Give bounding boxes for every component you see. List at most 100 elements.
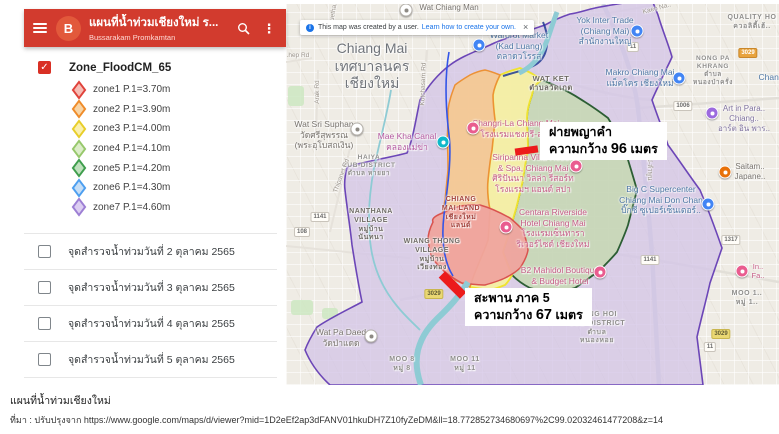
- zone-polygon-icon: [71, 197, 87, 218]
- road-1006: [639, 96, 779, 110]
- wat-pa-daed-pin-temple-icon[interactable]: [364, 329, 378, 343]
- map-label-moo-8: MOO 8 หมู่ 8: [389, 356, 415, 372]
- shangri-la-pin-hotel-icon[interactable]: [466, 121, 480, 135]
- road-thipanet: [329, 147, 351, 233]
- map-creator-banner: i This map was created by a user. Learn …: [300, 20, 535, 35]
- zone-legend-item-1[interactable]: zone1 P.1=3.70m: [24, 80, 277, 100]
- zone-legend-label: zone6 P.1=4.30m: [93, 182, 171, 194]
- zone-legend-label: zone1 P.1=3.70m: [93, 84, 171, 96]
- zone-legend-item-6[interactable]: zone6 P.1=4.30m: [24, 178, 277, 198]
- map-label-nanthana-village: NANTHANA VILLAGE หมู่บ้าน นันทนา: [349, 208, 393, 242]
- more-options-icon[interactable]: ⋮: [262, 20, 276, 36]
- menu-icon[interactable]: [33, 21, 47, 35]
- zone-legend-list: zone1 P.1=3.70m zone2 P.1=3.90m zone3 P.1=…: [24, 80, 277, 218]
- zone-legend-item-7[interactable]: zone7 P.1=4.60m: [24, 197, 277, 218]
- map-label-moo-1: MOO 1.. หมู่ 1..: [731, 290, 763, 306]
- map-label-big-c-supercenter: Big C Supercenter Chiang Mai Don Chan บิ๊ก…: [619, 184, 703, 216]
- bridge-annotation-line2: ความกว้าง 67 เมตร: [474, 307, 583, 323]
- map-label-suthep-rd: ..hep Rd: [286, 52, 310, 59]
- park-area: [291, 300, 313, 315]
- survey-layer-checkbox[interactable]: [38, 281, 51, 295]
- zone-legend-label: zone5 P.1=4.20m: [93, 162, 171, 174]
- road-shield-3029: 3029: [711, 329, 731, 339]
- banner-close-icon[interactable]: ×: [522, 22, 529, 32]
- wat-chiang-man-pin-temple-icon[interactable]: [399, 4, 413, 17]
- bridge-width-value: 67: [535, 307, 552, 323]
- survey-layer-row-3[interactable]: จุดสำรวจน้ำท่วมวันที่ 3 ตุลาคม 2565: [24, 269, 277, 305]
- zone-legend-item-3[interactable]: zone3 P.1=4.00m: [24, 119, 277, 139]
- info-icon: i: [306, 23, 314, 32]
- map-canvas[interactable]: Wat Chiang Man Chiang Mai เทศบาลนคร เชียงให…: [286, 4, 779, 385]
- makro-pin-shopping-cart-icon[interactable]: [672, 71, 686, 85]
- mae-kha-canal-pin-attraction-icon[interactable]: [436, 135, 450, 149]
- figure-caption-source: ที่มา : ปรับปรุงจาก https://www.google.c…: [10, 415, 664, 425]
- road-suthep: [286, 57, 313, 63]
- map-label-b2-mahidol: B2 Mahidol Boutique & Budget Hotel: [520, 265, 600, 286]
- wat-sri-suphan-pin-temple-icon[interactable]: [350, 122, 364, 136]
- mae-kha-canal-line: [367, 89, 421, 331]
- road-arak: [315, 69, 319, 136]
- survey-layer-row-2[interactable]: จุดสำรวจน้ำท่วมวันที่ 2 ตุลาคม 2565: [24, 233, 277, 269]
- map-label-wat-sri-suphan: Wat Sri Suphan วัดศรีสุพรรณ (พระอุโบสถเงิน…: [294, 119, 354, 151]
- legend-sidebar: B แผนที่น้ำท่วมเชียงใหม่ ร... Bussarakam…: [24, 9, 295, 385]
- banner-text: This map was created by a user.: [318, 24, 419, 31]
- bridge-annotation: สะพาน ภาค 5 ความกว้าง 67 เมตร: [465, 288, 592, 326]
- zone-legend-item-4[interactable]: zone4 P.1=4.10m: [24, 138, 277, 159]
- layers-panel: ✓ Zone_FloodCM_65 zone1 P.1=3.70m zone2 P…: [24, 47, 277, 385]
- layer-checkbox-checked[interactable]: ✓: [38, 61, 51, 74]
- sidebar-titles: แผนที่น้ำท่วมเชียงใหม่ ร... Bussarakam P…: [89, 14, 234, 42]
- map-label-quality-hotel: QUALITY HO ควอลิตี้เฮ้..: [727, 14, 777, 30]
- layer-title: Zone_FloodCM_65: [69, 61, 172, 74]
- saitama-pin-restaurant-icon[interactable]: [718, 165, 732, 179]
- weir-annotation-line2: ความกว้าง 96 เมตร: [549, 141, 658, 157]
- big-c-pin-shopping-cart-icon[interactable]: [701, 197, 715, 211]
- in-fa-pin-restaurant-icon[interactable]: [735, 264, 749, 278]
- map-label-warorot-market: Warorot Market (Kad Luang) ตลาดวโรรส: [489, 30, 549, 62]
- map-label-wat-pa-daed: Wat Pa Daed วัดป่าแดด: [315, 327, 367, 348]
- layer-row-zone-flood[interactable]: ✓ Zone_FloodCM_65: [38, 61, 277, 74]
- flood-zone6-line[interactable]: [442, 51, 454, 277]
- zone-legend-label: zone4 P.1=4.10m: [93, 143, 171, 155]
- warorot-market-pin-shopping-cart-icon[interactable]: [472, 38, 486, 52]
- map-label-shangri-la: Shangri-La Chiang Mai โรงแรมแชงกรี-ลา..: [472, 118, 560, 139]
- siripanna-pin-hotel-icon[interactable]: [569, 159, 583, 173]
- bridge-annotation-line1: สะพาน ภาค 5: [474, 291, 550, 305]
- map-label-nong-pa-khrang: NONG PA KHRANG ตำบล หนองป่าครั่ง: [693, 55, 733, 87]
- road-shield-3029: 3029: [424, 289, 444, 299]
- centara-pin-hotel-icon[interactable]: [499, 220, 513, 234]
- survey-layer-row-5[interactable]: จุดสำรวจน้ำท่วมวันที่ 5 ตุลาคม 2565: [24, 341, 277, 379]
- zone-legend-item-5[interactable]: zone5 P.1=4.20m: [24, 158, 277, 178]
- sidebar-header: B แผนที่น้ำท่วมเชียงใหม่ ร... Bussarakam…: [24, 9, 286, 47]
- zone-polygon-icon: [71, 119, 87, 139]
- map-label-wat-chiang-man: Wat Chiang Man: [419, 4, 479, 12]
- zone-legend-item-2[interactable]: zone2 P.1=3.90m: [24, 99, 277, 120]
- b2-mahidol-pin-hotel-icon[interactable]: [593, 265, 607, 279]
- avatar[interactable]: B: [56, 15, 81, 41]
- survey-layer-checkbox[interactable]: [38, 353, 51, 367]
- weir-width-value: 96: [610, 141, 627, 157]
- map-label-moo-11: MOO 11 หมู่ 11: [450, 356, 480, 372]
- map-label-arak-rd: Arak Rd: [313, 80, 321, 104]
- road-shield-3029: 3029: [738, 48, 758, 58]
- zone-legend-label: zone3 P.1=4.00m: [93, 123, 171, 135]
- road-shield-11: 11: [626, 42, 640, 52]
- weir-annotation: ฝายพญาคำ ความกว้าง 96 เมตร: [540, 122, 667, 160]
- map-label-wiang-thong-village: WIANG THONG VILLAGE หมู่บ้าน เวียงทอง: [403, 238, 461, 272]
- park-area: [288, 86, 304, 106]
- road-shield-1006: 1006: [673, 101, 693, 111]
- yok-inter-trade-pin-shopping-bag-icon[interactable]: [630, 24, 644, 38]
- map-label-makro: Makro Chiang Mai แม็คโคร เชียงใหม่: [605, 67, 675, 88]
- search-icon[interactable]: [234, 19, 252, 37]
- survey-layer-checkbox[interactable]: [38, 317, 51, 331]
- zone-legend-label: zone2 P.1=3.90m: [93, 103, 171, 115]
- art-in-paradise-pin-museum-icon[interactable]: [705, 106, 719, 120]
- survey-layer-row-4[interactable]: จุดสำรวจน้ำท่วมวันที่ 4 ตุลาคม 2565: [24, 305, 277, 341]
- survey-layer-checkbox[interactable]: [38, 245, 51, 259]
- map-label-in-fa-restaurant: In.. Fa..: [751, 262, 765, 281]
- zone-polygon-icon: [71, 158, 87, 178]
- banner-link[interactable]: Learn how to create your own.: [421, 24, 516, 31]
- map-label-siripanna: Siripanna Villa Resort & Spa, Chiang Mai ศ…: [492, 152, 574, 194]
- zone-polygon-icon: [71, 80, 87, 100]
- survey-layer-list: จุดสำรวจน้ำท่วมวันที่ 2 ตุลาคม 2565 จุดสำ…: [24, 233, 277, 379]
